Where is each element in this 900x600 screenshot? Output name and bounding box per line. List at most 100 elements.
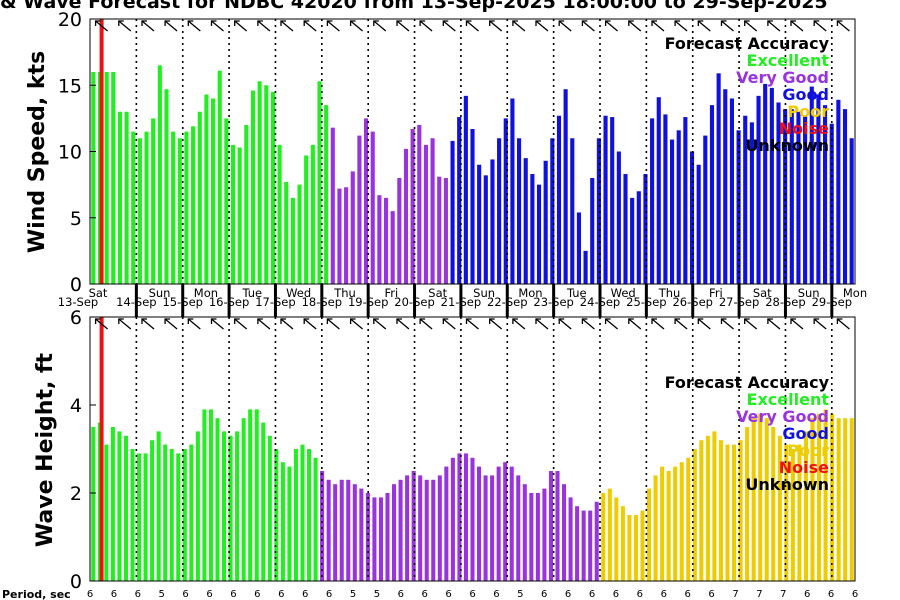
wind-bar [164, 89, 169, 284]
wave-direction-arrow-icon [303, 318, 317, 330]
wave-bar [607, 488, 612, 581]
wave-bar [418, 475, 423, 581]
wind-bar [769, 87, 774, 285]
period-value: 5 [517, 589, 523, 600]
wave-bar [751, 418, 756, 581]
wind-bar [709, 105, 715, 285]
wind-bar [643, 174, 648, 284]
day-of-week-label: Sun [798, 286, 820, 300]
wave-bar [137, 453, 142, 581]
wave-bar [732, 444, 737, 581]
wave-bar [195, 431, 200, 581]
wave-direction-arrow-icon [396, 318, 410, 330]
wind-bar [290, 197, 295, 285]
wind-bar [304, 155, 309, 284]
wind-y-ticks: 0 5 10 15 20 [58, 9, 96, 296]
figure-title: & Wave Forecast for NDBC 42020 from 13-S… [0, 0, 828, 13]
wave-bar [143, 453, 148, 581]
wind-direction-arrow-icon [581, 20, 595, 32]
wind-direction-arrow-icon [697, 20, 711, 32]
wind-legend-item: Noise [779, 119, 829, 138]
period-value: 6 [565, 589, 571, 600]
wave-ytick-label: 4 [70, 395, 82, 417]
wind-bar [570, 138, 575, 284]
wave-bar [241, 418, 246, 581]
period-value: 6 [302, 589, 308, 600]
wave-bar [777, 435, 782, 581]
wind-legend-item: Good [782, 85, 829, 104]
wind-bar [184, 131, 189, 285]
wave-ytick-label: 6 [70, 307, 82, 329]
wave-bar [483, 475, 488, 581]
wave-bar [254, 409, 259, 581]
wind-bar [217, 70, 222, 284]
wave-bar [150, 440, 155, 581]
wave-bar [633, 515, 638, 581]
wind-bar [510, 98, 515, 284]
wave-bar [202, 409, 207, 581]
wind-bar [244, 125, 249, 284]
period-value: 6 [852, 589, 858, 600]
wave-bar [189, 444, 194, 581]
wave-bar [764, 418, 769, 581]
wave-direction-arrow-icon [465, 318, 479, 330]
wave-direction-arrow-icon [604, 318, 619, 330]
wave-direction-arrow-icon [118, 318, 132, 330]
wave-bar [267, 435, 272, 581]
wind-bar [590, 178, 595, 284]
wind-bar [523, 158, 528, 285]
wind-bar [211, 98, 216, 284]
wind-bar [676, 130, 681, 284]
wave-bar [849, 418, 854, 581]
wave-direction-arrow-icon [164, 318, 178, 330]
wind-direction-arrow-icon [303, 20, 317, 32]
wind-bar [443, 178, 448, 284]
wind-bar [796, 111, 801, 284]
wind-bar [197, 111, 202, 284]
wind-direction-arrow-icon [373, 20, 387, 32]
wave-bar [215, 418, 220, 581]
wave-legend-item: Good [782, 424, 829, 443]
day-of-week-label: Tue [566, 286, 587, 300]
day-of-week-label: Fri [709, 286, 723, 300]
date-label: 26-Sep [672, 295, 712, 309]
wave-bar [228, 435, 233, 581]
wind-bar [317, 81, 322, 284]
wind-bar [284, 181, 289, 284]
wave-bar [817, 413, 822, 581]
period-value: 7 [732, 589, 738, 600]
wind-bar [842, 109, 848, 284]
wind-bar [610, 117, 615, 284]
wave-direction-arrows [94, 318, 850, 330]
wave-bar [601, 493, 606, 581]
wind-bar [729, 98, 734, 284]
period-value: 6 [469, 589, 475, 600]
wind-direction-arrow-icon [813, 20, 827, 32]
wind-direction-arrow-icon [604, 20, 619, 32]
period-value: 6 [206, 589, 212, 600]
wind-bar [357, 135, 362, 284]
wind-bar [430, 138, 435, 284]
wind-direction-arrow-icon [465, 20, 479, 32]
period-value: 6 [135, 589, 141, 600]
wave-bar [130, 449, 135, 581]
wave-bar [346, 479, 351, 581]
wave-bar [274, 449, 279, 581]
wind-bar [477, 164, 482, 284]
wind-bar [157, 65, 162, 285]
wave-bar [516, 475, 521, 581]
wave-direction-arrow-icon [767, 318, 781, 330]
wind-bar [736, 130, 741, 284]
date-label: 23-Sep [533, 295, 573, 309]
wave-bar [235, 431, 240, 581]
wave-direction-arrow-icon [489, 318, 503, 330]
wave-bar [372, 497, 377, 581]
wave-bar [326, 479, 331, 581]
period-value: 6 [87, 589, 93, 600]
wind-bar [583, 250, 588, 285]
wave-bar [614, 497, 619, 581]
day-of-week-label: Sat [428, 286, 447, 300]
wave-bar [771, 427, 776, 581]
period-value: 6 [637, 589, 643, 600]
